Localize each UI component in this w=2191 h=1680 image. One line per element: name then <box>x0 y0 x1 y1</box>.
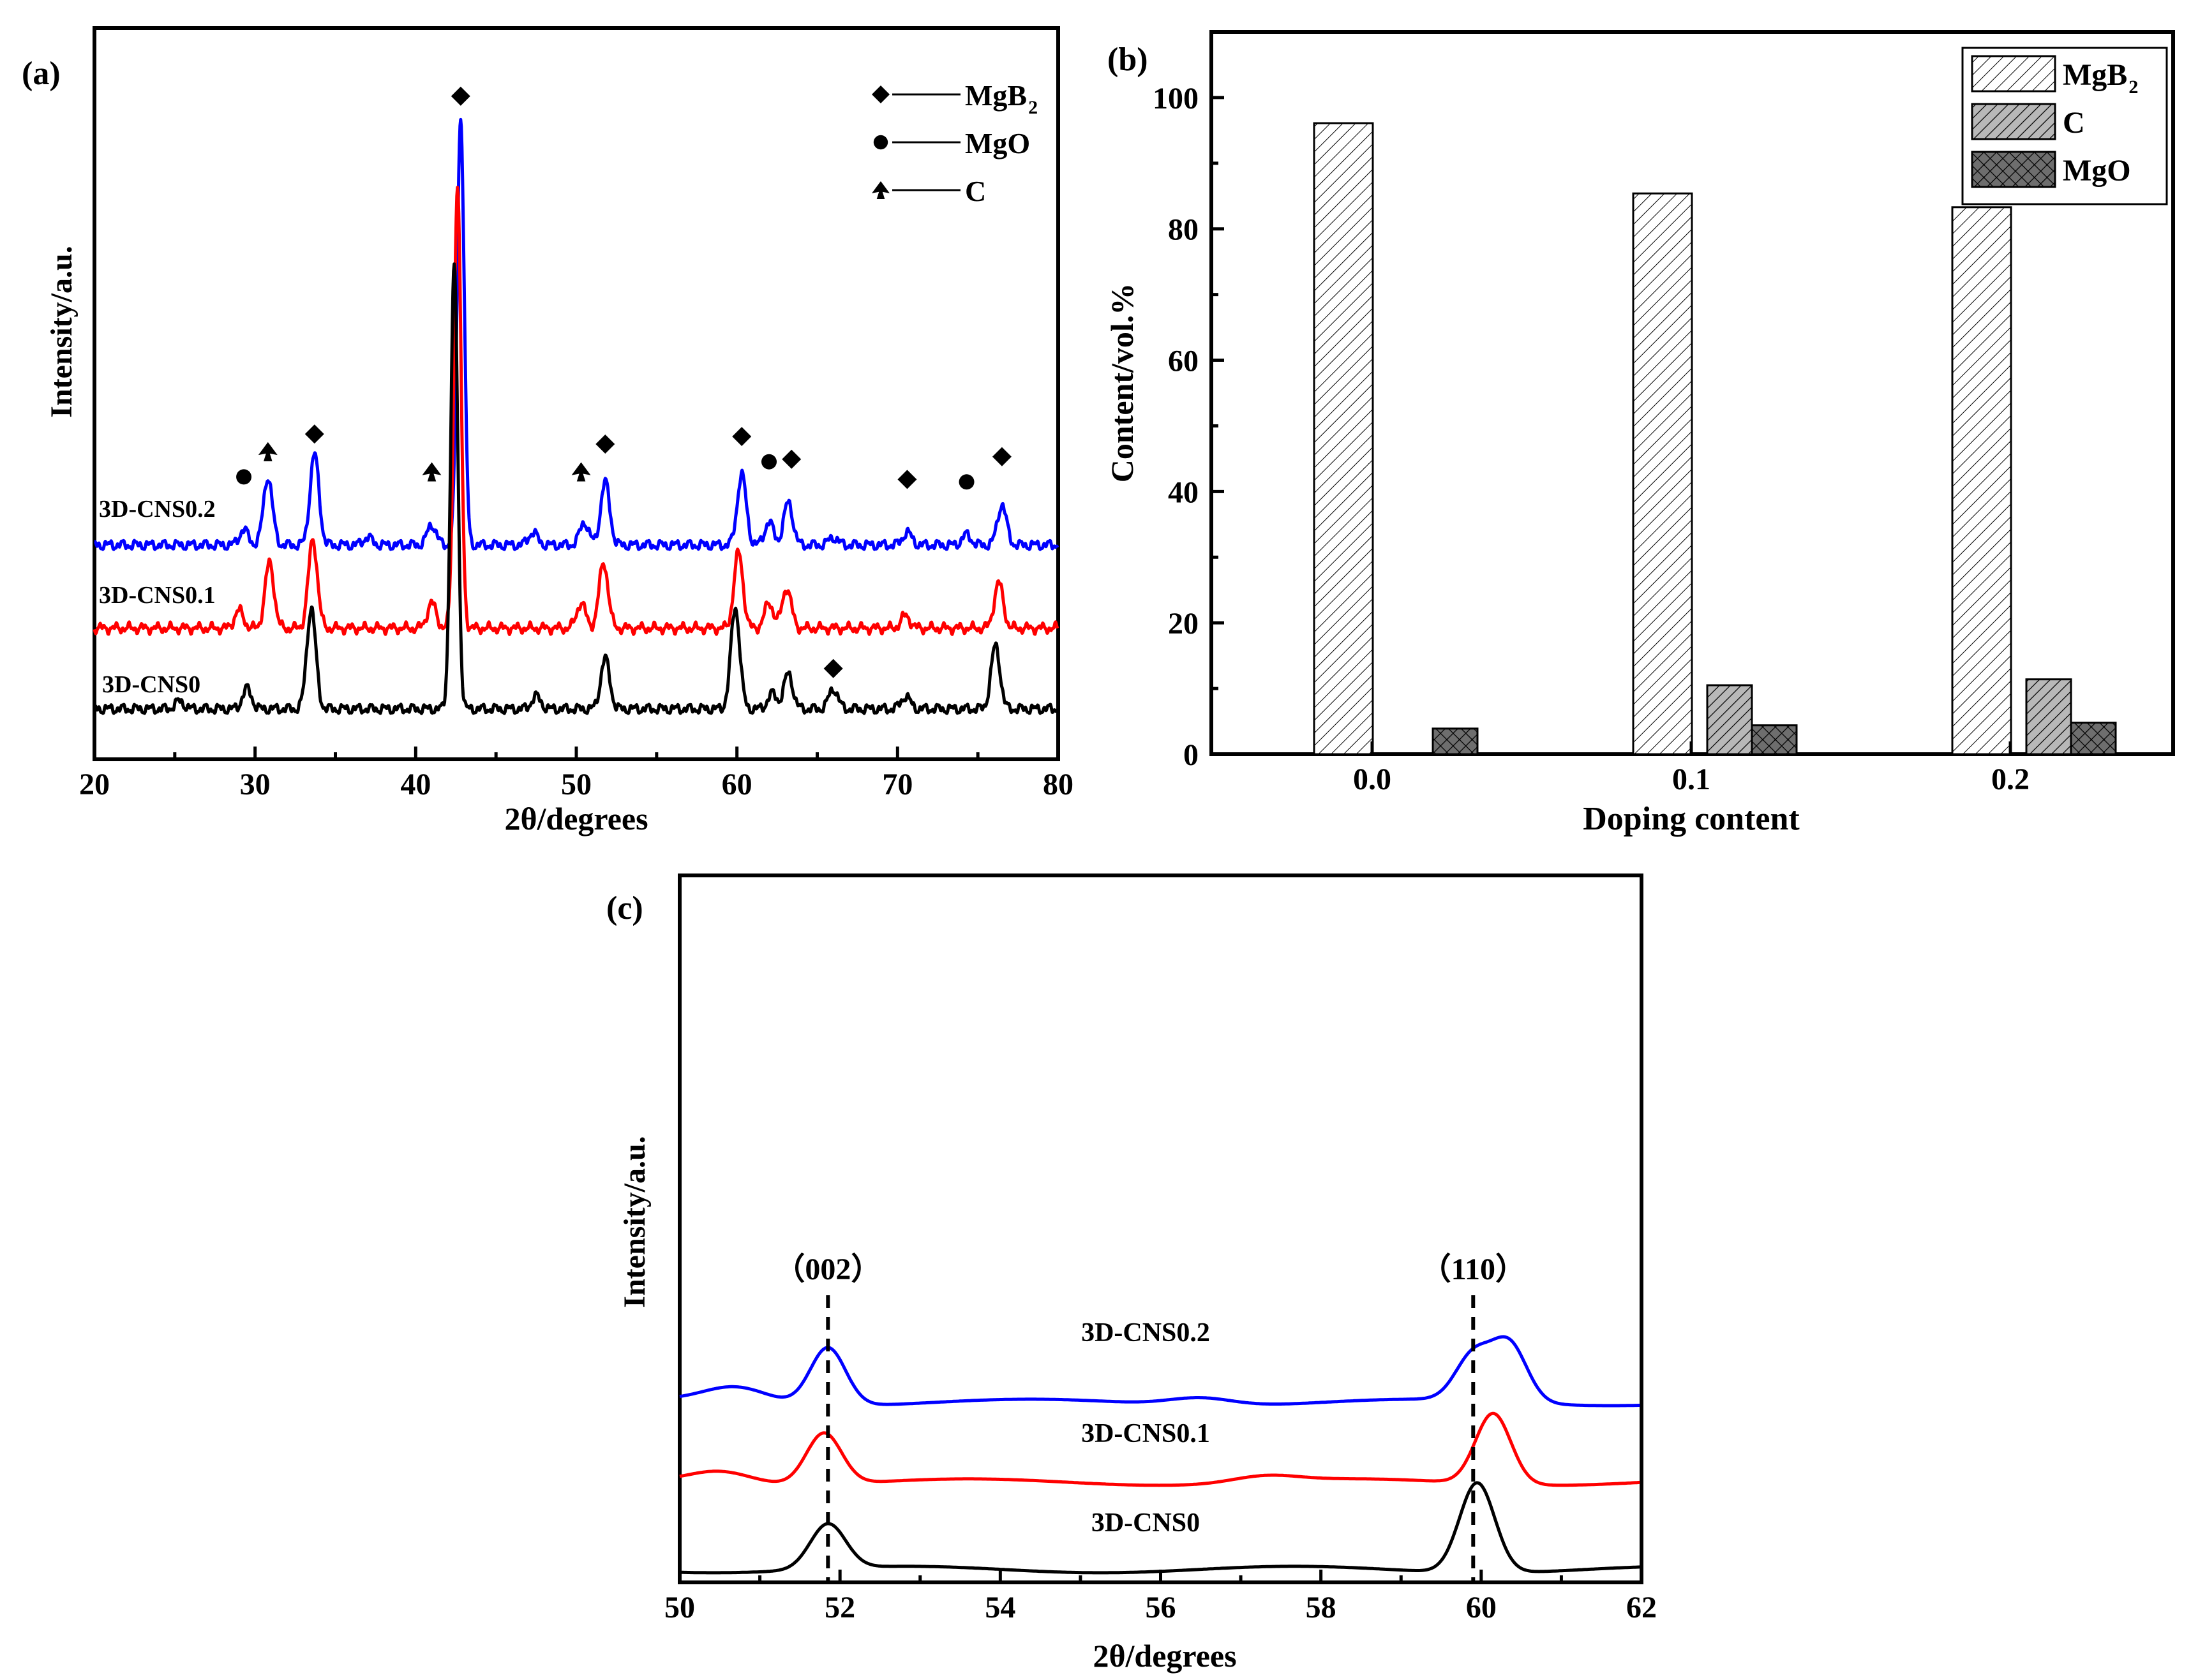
panel-a-x-tick-label-5: 70 <box>882 768 913 801</box>
panel-a-legend-text-1: MgO <box>965 127 1030 160</box>
panel-a-y-axis-title: Intensity/a.u. <box>45 246 79 417</box>
panel-b-y-tick-label-0: 0 <box>1183 738 1199 772</box>
panel-c-x-tick-label-2: 54 <box>985 1591 1015 1624</box>
panel-b-y-tick-label-2: 40 <box>1168 475 1199 509</box>
panel-b-x-tick-label-1: 0.1 <box>1672 762 1710 796</box>
panel-a-x-ticks: 20 30 40 50 60 70 80 <box>79 747 1073 801</box>
panel-b-legend-text-0: MgB <box>2063 58 2127 92</box>
panel-a-series-line-0 <box>93 117 1059 551</box>
panel-b-legend-text-2: MgO <box>2063 154 2131 188</box>
panel-c-xrd-zoom-chart: （002） （110） 50 52 54 56 58 60 62 3D-CNS0.23D-CN… <box>606 873 1657 1674</box>
panel-a-xrd-chart: 20 30 40 50 60 70 80 3D-CNS0.23D-CNS0.13D-CNS0… <box>22 26 1073 836</box>
panel-c-x-tick-label-4: 58 <box>1306 1591 1336 1624</box>
panel-c-series-label-0: 3D-CNS0.2 <box>1081 1318 1210 1348</box>
panel-a-marker-diamond-13 <box>823 658 843 678</box>
panel-a-marker-diamond-10 <box>897 470 917 489</box>
panel-b-y-tick-label-5: 100 <box>1153 82 1199 115</box>
panel-a-legend-symbol-0 <box>872 85 890 103</box>
panel-a-label: (a) <box>22 56 61 92</box>
panel-b-y-tick-label-3: 60 <box>1168 345 1199 378</box>
panel-a-legend-text-2: C <box>965 175 986 207</box>
panel-a-marker-circle-8 <box>761 454 777 470</box>
panel-a-marker-circle-11 <box>959 474 975 490</box>
panel-a-x-tick-label-1: 30 <box>240 768 271 801</box>
panel-a-legend-symbol-1 <box>873 135 888 150</box>
panel-a-marker-circle-2 <box>236 469 252 485</box>
panel-c-series-line-1 <box>679 1411 1640 1487</box>
panel-b-legend-swatch-1 <box>1971 103 2056 140</box>
panel-a-x-tick-label-4: 60 <box>722 768 752 801</box>
panel-a-plot-frame <box>93 26 1060 761</box>
panel-b-bar-2-2 <box>2070 722 2117 755</box>
panel-c-x-tick-label-1: 52 <box>825 1591 855 1624</box>
panel-a-series-label-1: 3D-CNS0.1 <box>99 582 216 609</box>
panel-a-x-tick-label-2: 40 <box>400 768 431 801</box>
panel-b-x-tick-label-0: 0.0 <box>1353 762 1391 796</box>
panel-c-x-tick-label-6: 62 <box>1626 1591 1657 1624</box>
panel-c-x-tick-label-3: 56 <box>1146 1591 1176 1624</box>
panel-a-series-line-2 <box>93 262 1059 715</box>
panel-b-legend: MgB 2 C MgO <box>1961 47 2168 205</box>
panel-b-bar-1-1 <box>1706 684 1753 755</box>
panel-b-bar-1-2 <box>2025 678 2072 755</box>
panel-c-peak-annotations: （002） （110） <box>774 1253 1526 1582</box>
panel-c-y-axis-title: Intensity/a.u. <box>618 1136 652 1307</box>
panel-a-x-tick-label-0: 20 <box>79 768 110 801</box>
panel-b-legend-swatch-0 <box>1971 55 2056 93</box>
panel-a-marker-spade-5 <box>571 462 591 482</box>
panel-c-annotation-1: （110） <box>1421 1253 1526 1286</box>
panel-b-x-ticks: 0.0 0.1 0.2 <box>1353 741 2030 796</box>
panel-a-legend: MgB 2 MgO C <box>872 79 1038 207</box>
panel-a-marker-diamond-4 <box>451 86 470 106</box>
panel-b-y-tick-label-4: 80 <box>1168 213 1199 247</box>
panel-a-series-label-0: 3D-CNS0.2 <box>99 496 216 523</box>
panel-a-x-tick-label-3: 50 <box>561 768 592 801</box>
panel-c-x-tick-label-5: 60 <box>1466 1591 1497 1624</box>
panel-b-bar-0-1 <box>1632 192 1693 755</box>
panel-b-bar-0-0 <box>1313 122 1374 755</box>
panel-b-y-axis-title: Content/vol.% <box>1104 283 1140 483</box>
panel-b-x-tick-label-2: 0.2 <box>1991 762 2030 796</box>
panel-c-series-label-2: 3D-CNS0 <box>1091 1508 1200 1538</box>
panel-b-bar-0-2 <box>1951 206 2012 755</box>
panel-a-marker-spade-0 <box>258 442 278 461</box>
panel-c-label: (c) <box>606 890 643 926</box>
panel-a-series-labels: 3D-CNS0.2 3D-CNS0.1 3D-CNS0 <box>99 496 216 698</box>
panel-c-plot-frame <box>678 873 1643 1584</box>
panel-b-bar-chart: 0 20 40 60 80 100 0.0 0.1 0.2 MgB 2 C MgO (b) Dopi… <box>1104 30 2175 837</box>
panel-b-legend-sub-0: 2 <box>2128 77 2138 98</box>
panel-a-series-group <box>93 117 1059 715</box>
panel-b-bar-2-0 <box>1432 727 1479 755</box>
panel-b-legend-text-1: C <box>2063 106 2085 140</box>
panel-b-x-axis-title: Doping content <box>1583 801 1800 837</box>
panel-a-legend-sub-0: 2 <box>1028 97 1038 118</box>
panel-b-y-tick-label-1: 20 <box>1168 607 1199 641</box>
panel-b-bars <box>1313 122 2117 755</box>
panel-c-x-axis-title: 2θ/degrees <box>1093 1638 1236 1674</box>
panel-a-x-axis-title: 2θ/degrees <box>504 801 648 836</box>
panel-c-series-line-0 <box>679 1335 1640 1408</box>
panel-b-label: (b) <box>1107 41 1148 78</box>
panel-a-marker-diamond-9 <box>782 449 802 469</box>
panel-b-y-ticks: 0 20 40 60 80 100 <box>1153 82 1224 772</box>
panel-c-annotation-0: （002） <box>774 1253 881 1286</box>
panel-a-marker-spade-3 <box>422 462 442 482</box>
panel-a-x-tick-label-6: 80 <box>1043 768 1073 801</box>
panel-b-legend-swatch-2 <box>1971 151 2056 188</box>
panel-a-series-line-1 <box>93 186 1059 636</box>
panel-a-marker-diamond-6 <box>595 435 615 454</box>
panel-c-x-tick-label-0: 50 <box>664 1591 695 1624</box>
panel-a-legend-text-0: MgB <box>965 79 1027 112</box>
panel-b-bar-2-1 <box>1751 724 1798 755</box>
panel-c-series-labels: 3D-CNS0.2 3D-CNS0.1 3D-CNS0 <box>1081 1318 1210 1538</box>
panel-a-marker-diamond-1 <box>304 424 324 444</box>
panel-a-phase-markers <box>236 86 1012 678</box>
panel-a-marker-diamond-7 <box>732 427 752 447</box>
panel-a-legend-symbol-2 <box>872 181 890 199</box>
panel-c-x-ticks: 50 52 54 56 58 60 62 <box>664 1570 1657 1624</box>
panel-c-series-label-1: 3D-CNS0.1 <box>1081 1419 1210 1448</box>
panel-a-marker-diamond-12 <box>992 447 1012 466</box>
panel-a-series-label-2: 3D-CNS0 <box>102 671 200 698</box>
